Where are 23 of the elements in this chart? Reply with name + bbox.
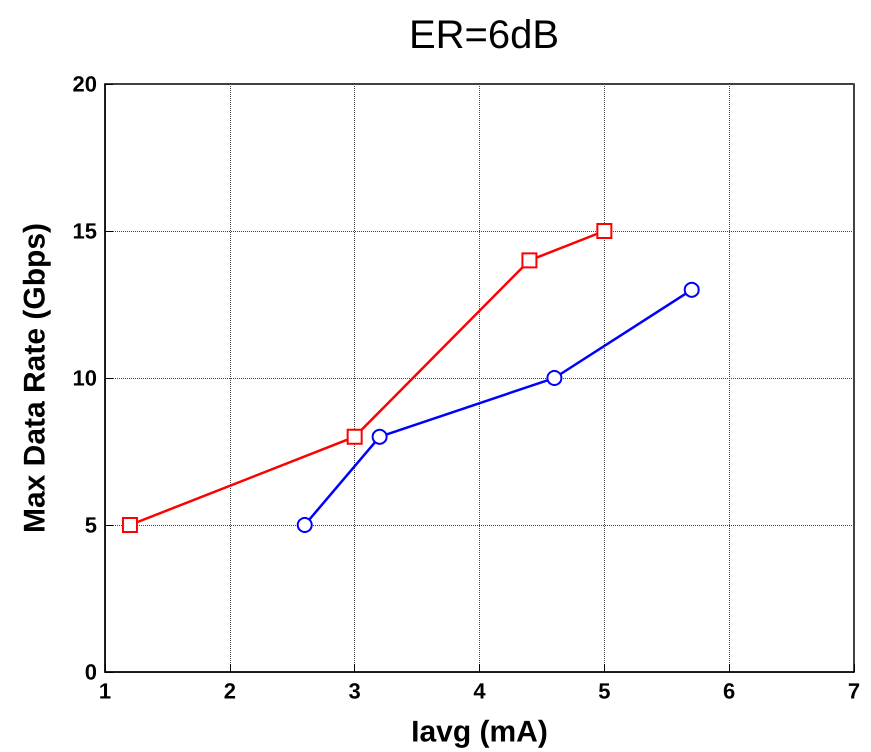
chart-title: ER=6dB	[408, 13, 560, 57]
x-tick-label: 6	[723, 678, 736, 704]
y-tick-label: 0	[84, 660, 97, 684]
x-tick-label: 5	[598, 678, 610, 704]
point	[684, 282, 700, 298]
point	[521, 252, 538, 268]
x-tick-label: 7	[848, 678, 860, 704]
point	[346, 428, 363, 445]
y-tick-label: 5	[84, 512, 97, 538]
point	[372, 428, 388, 445]
x-tick-label: 2	[224, 678, 236, 704]
point	[546, 370, 562, 386]
point	[122, 517, 138, 533]
x-tick-label: 4	[473, 678, 486, 704]
y-tick-label: 10	[72, 366, 97, 390]
y-tick-label: 20	[72, 72, 97, 96]
y-tick-label: 15	[72, 218, 97, 244]
x-tick-label: 3	[348, 678, 361, 704]
point	[596, 223, 612, 239]
y-axis-title: Max Data Rate (Gbps)	[18, 222, 52, 534]
point	[296, 517, 313, 533]
x-tick-label: 1	[98, 678, 112, 704]
x-axis-title: Iavg (mA)	[411, 716, 548, 748]
